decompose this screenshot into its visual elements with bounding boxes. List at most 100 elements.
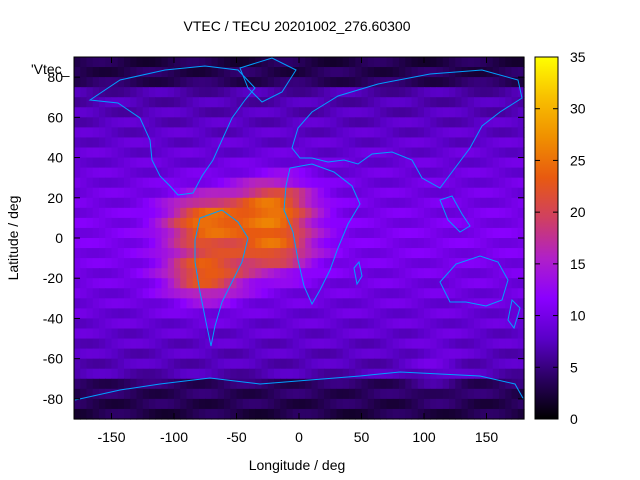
heatmap-cell <box>99 127 106 139</box>
heatmap-cell <box>280 318 288 330</box>
heatmap-cell <box>155 328 163 340</box>
heatmap-cell <box>324 238 331 249</box>
heatmap-cell <box>149 207 156 219</box>
heatmap-cell <box>167 378 175 390</box>
heatmap-cell <box>517 378 525 390</box>
heatmap-cell <box>424 227 431 239</box>
heatmap-cell <box>74 238 81 249</box>
heatmap-cell <box>149 187 156 199</box>
heatmap-cell <box>280 258 288 269</box>
heatmap-cell <box>442 278 450 289</box>
heatmap-cell <box>230 368 238 380</box>
heatmap-cell <box>174 177 181 189</box>
heatmap-cell <box>486 288 494 299</box>
heatmap-cell <box>324 137 331 149</box>
heatmap-cell <box>155 338 163 350</box>
heatmap-cell <box>155 368 163 380</box>
heatmap-cell <box>86 167 94 179</box>
heatmap-cell <box>436 278 444 289</box>
heatmap-cell <box>242 167 250 179</box>
heatmap-cell <box>417 197 425 209</box>
heatmap-cell <box>267 157 275 169</box>
heatmap-cell <box>236 328 244 340</box>
heatmap-cell <box>280 398 288 410</box>
heatmap-cell <box>205 368 213 380</box>
heatmap-cell <box>455 248 463 259</box>
heatmap-cell <box>149 368 156 380</box>
heatmap-cell <box>442 217 450 229</box>
heatmap-cell <box>280 167 288 179</box>
heatmap-cell <box>117 77 125 88</box>
heatmap-cell <box>511 368 519 380</box>
heatmap-cell <box>199 147 206 159</box>
heatmap-cell <box>405 117 413 128</box>
heatmap-cell <box>280 288 288 299</box>
heatmap-cell <box>399 167 406 179</box>
heatmap-cell <box>417 127 425 139</box>
heatmap-cell <box>255 217 263 229</box>
heatmap-cell <box>299 167 306 179</box>
heatmap-cell <box>111 177 119 189</box>
heatmap-cell <box>199 137 206 149</box>
heatmap-cell <box>105 217 113 229</box>
heatmap-cell <box>517 127 525 139</box>
heatmap-cell <box>117 248 125 259</box>
heatmap-cell <box>286 308 294 320</box>
heatmap-cell <box>480 197 488 209</box>
heatmap-cell <box>130 258 138 269</box>
heatmap-cell <box>455 308 463 320</box>
heatmap-cell <box>474 157 481 169</box>
heatmap-cell <box>330 167 338 179</box>
heatmap-cell <box>486 348 494 360</box>
heatmap-cell <box>299 147 306 159</box>
heatmap-cell <box>455 137 463 149</box>
heatmap-cell <box>355 157 363 169</box>
heatmap-cell <box>211 97 219 108</box>
heatmap-cell <box>111 358 119 370</box>
heatmap-cell <box>411 227 419 239</box>
heatmap-cell <box>336 127 344 139</box>
heatmap-cell <box>186 157 194 169</box>
heatmap-cell <box>480 57 488 68</box>
heatmap-cell <box>249 258 256 269</box>
heatmap-cell <box>286 398 294 410</box>
heatmap-cell <box>199 358 206 370</box>
heatmap-cell <box>161 338 169 350</box>
heatmap-cell <box>92 308 100 320</box>
heatmap-cell <box>342 328 350 340</box>
heatmap-cell <box>492 248 500 259</box>
heatmap-cell <box>474 57 481 68</box>
heatmap-cell <box>461 308 469 320</box>
heatmap-cell <box>399 177 406 189</box>
heatmap-cell <box>236 107 244 118</box>
heatmap-cell <box>467 177 475 189</box>
heatmap-cell <box>111 308 119 320</box>
heatmap-cell <box>499 147 506 159</box>
heatmap-cell <box>149 268 156 279</box>
heatmap-cell <box>442 177 450 189</box>
heatmap-cell <box>230 288 238 299</box>
heatmap-cell <box>105 278 113 289</box>
heatmap-cell <box>449 207 456 219</box>
heatmap-cell <box>411 338 419 350</box>
heatmap-cell <box>142 117 150 128</box>
heatmap-cell <box>436 258 444 269</box>
heatmap-cell <box>342 278 350 289</box>
heatmap-cell <box>386 137 394 149</box>
heatmap-cell <box>511 87 519 98</box>
heatmap-cell <box>180 107 188 118</box>
heatmap-cell <box>380 97 388 108</box>
heatmap-cell <box>161 57 169 68</box>
heatmap-cell <box>411 268 419 279</box>
heatmap-cell <box>136 318 144 330</box>
heatmap-cell <box>255 157 263 169</box>
heatmap-cell <box>424 388 431 400</box>
heatmap-cell <box>505 408 513 420</box>
heatmap-cell <box>199 67 206 78</box>
heatmap-cell <box>80 298 88 309</box>
heatmap-cell <box>349 288 356 299</box>
heatmap-cell <box>330 147 338 159</box>
heatmap-cell <box>136 57 144 68</box>
heatmap-cell <box>136 238 144 249</box>
heatmap-cell <box>292 67 300 78</box>
